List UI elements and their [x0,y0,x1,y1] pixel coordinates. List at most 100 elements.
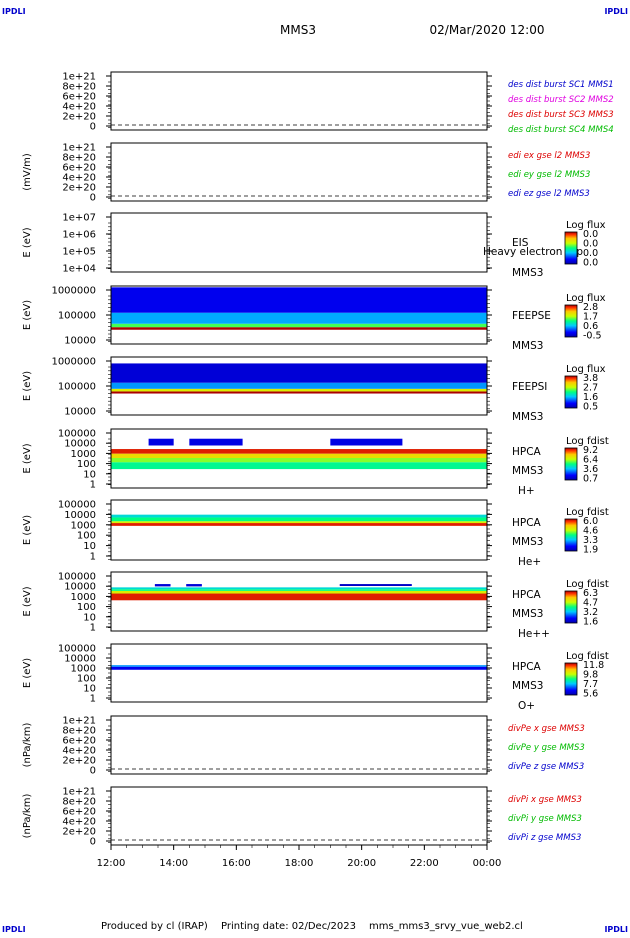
spectrogram-band [111,391,487,394]
date-title: 02/Mar/2020 12:00 [430,23,545,37]
spectrogram-band [111,589,487,591]
y-tick-label: 6e+20 [62,92,96,103]
y-tick-label: 2e+20 [62,756,96,767]
colorbar-title: Log fdist [566,507,609,518]
spectrogram-band [154,584,171,587]
legend-entry: edi ex gse l2 MMS3 [508,151,590,161]
spectrogram-band [111,453,487,458]
species-label: He+ [518,556,541,568]
legend-entry: divPi y gse MMS3 [508,814,582,824]
spacecraft-label: MMS3 [512,680,543,692]
y-tick-label: 1 [90,480,96,491]
colorbar [564,375,578,409]
colorbar-title: Log fdist [566,651,609,662]
y-tick-label: 1 [90,623,96,634]
spacecraft-title: MMS3 [280,23,316,37]
y-tick-label: 4e+20 [62,817,96,828]
colorbar-label: 3.2 [583,607,598,618]
spectrogram-band [111,449,487,454]
y-axis-label: (nPa/km) [22,794,33,839]
time-tick-label: 18:00 [285,858,314,869]
instrument-label: FEEPSI [512,381,547,393]
spectrogram-band [111,514,487,518]
footer-script: mms_mms3_srvy_vue_web2.cl [369,921,523,932]
y-tick-label: 1000 [71,592,96,603]
colorbar-label: 0.0 [583,258,598,269]
y-tick-label: 100 [77,531,96,542]
y-tick-label: 1e+21 [62,143,96,154]
y-axis-label: E (eV) [22,658,33,688]
colorbar-title: Log fdist [566,436,609,447]
colorbar [564,518,578,552]
legend-entry: des dist burst SC4 MMS4 [508,125,614,135]
colorbar-label: 1.9 [583,545,598,556]
panel-frame [110,71,488,131]
instrument-label: FEEPSE [512,310,551,322]
spectrogram-band [189,438,243,446]
panel-frame [110,212,488,273]
y-tick-label: 6e+20 [62,807,96,818]
instrument-label: HPCA [512,661,542,673]
instrument-label: HPCA [512,446,542,458]
y-tick-label: 10 [83,469,96,480]
colorbar-title: Log flux [566,293,606,304]
spectrogram-feeps-e [111,287,487,330]
spectrogram-band [186,584,202,587]
y-tick-label: 1e+05 [62,247,96,258]
panel-frame [110,643,488,703]
time-tick-label: 20:00 [347,858,376,869]
spectrogram-band [111,312,487,324]
y-tick-label: 4e+20 [62,173,96,184]
y-tick-label: 1000000 [51,357,96,368]
panel-eis: 1e+07 1e+06 1e+05 1e+04 E (eV) EIS MMS3 Heavy e… [22,212,606,279]
y-tick-label: 100000 [58,311,96,322]
y-tick-label: 1e+21 [62,716,96,727]
corner-label-bottom-right: IPDLI [604,925,628,934]
colorbar [564,231,578,265]
y-tick-label: 4e+20 [62,746,96,757]
colorbar-label: 6.4 [583,455,598,466]
y-tick-label: 1 [90,694,96,705]
y-tick-label: 1000 [71,449,96,460]
y-tick-label: 1000 [71,520,96,531]
colorbar-label: 1.6 [583,617,598,628]
corner-label-top-right: IPDLI [604,7,628,16]
spacecraft-label: MMS3 [512,536,543,548]
spacecraft-label: MMS3 [512,411,543,423]
y-axis-label: (nPa/km) [22,723,33,768]
spectrogram-band [111,587,487,590]
y-tick-label: 10 [83,612,96,623]
colorbar [564,304,578,338]
y-tick-label: 8e+20 [62,153,96,164]
spectrogram-hpca-he2 [111,584,487,601]
y-tick-label: 10000 [64,336,96,347]
colorbar-label: -0.5 [583,331,602,342]
y-tick-label: 1e+06 [62,230,96,241]
y-tick-label: 1000000 [51,286,96,297]
colorbar-label: 1.6 [583,392,598,403]
colorbar-label: 0.0 [583,239,598,250]
spectrogram-band [339,584,412,587]
colorbar-label: 0.7 [583,474,598,485]
colorbar-label: 2.8 [583,302,598,313]
colorbar-title: Log flux [566,364,606,375]
spectrogram-band [111,388,487,392]
panel-frame [110,499,488,561]
colorbar-label: 0.0 [583,229,598,240]
y-axis-label: (mV/m) [22,153,33,191]
corner-label-bottom-left: IPDLI [2,925,26,934]
spectrogram-band [111,462,487,470]
colorbar [564,447,578,481]
y-tick-label: 100000 [58,382,96,393]
spectrogram-band [111,523,487,526]
colorbar-label: 6.3 [583,588,598,599]
footer-printing-date: Printing date: 02/Dec/2023 [221,921,356,932]
legend-entry: des dist burst SC3 MMS3 [508,110,614,120]
y-tick-label: 6e+20 [62,736,96,747]
y-tick-label: 10000 [64,407,96,418]
spectrogram-band [111,665,487,667]
